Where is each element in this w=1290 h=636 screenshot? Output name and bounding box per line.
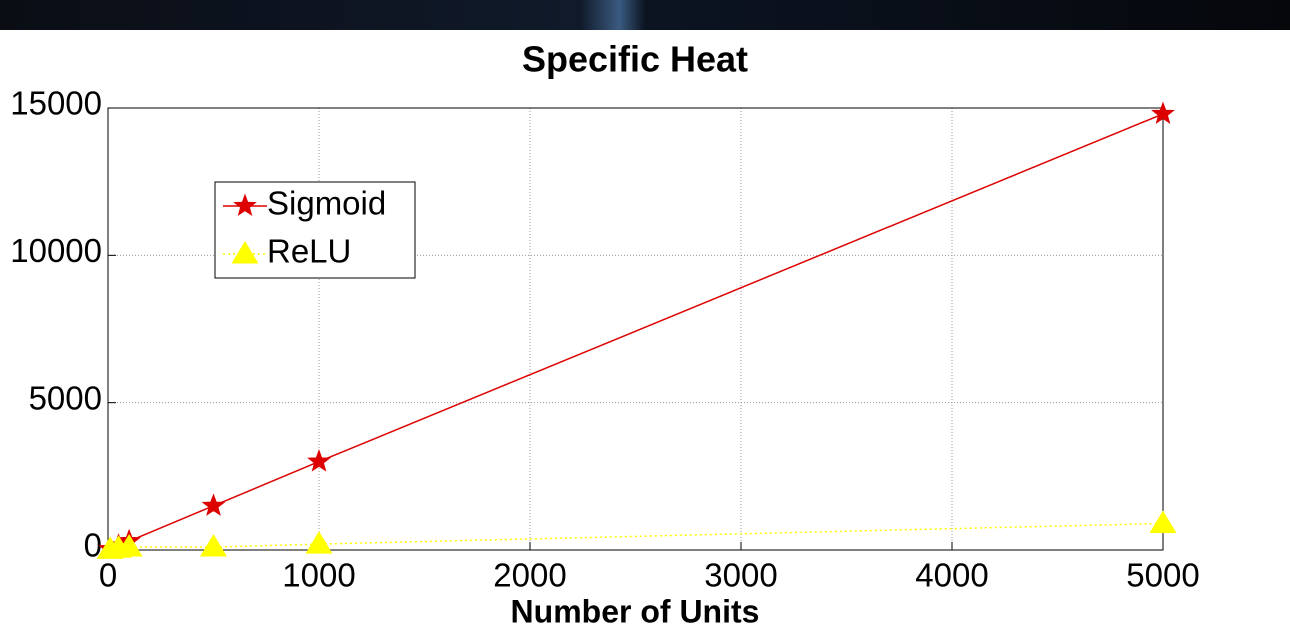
axes-box [107,107,1164,551]
x-tick-label: 4000 [915,557,988,594]
x-tick-label: 3000 [704,557,777,594]
x-tick-label: 5000 [1126,557,1199,594]
triangle-marker [115,534,143,557]
x-tick-label: 1000 [282,557,355,594]
triangle-marker [305,531,333,554]
legend-marker [233,193,257,217]
triangle-marker [200,534,227,557]
legend: Sigmoid ReLU [214,181,416,279]
y-tick-label: 10000 [10,232,102,269]
star-marker [1151,101,1175,124]
legend-label: ReLU [267,233,351,270]
x-axis-label: Number of Units [511,593,760,629]
y-tick-label: 15000 [10,85,102,122]
y-tick-label: 5000 [29,379,102,416]
star-marker [201,493,226,516]
legend-label: Sigmoid [267,185,386,222]
chart-title: Specific Heat [522,39,748,80]
triangle-marker [1149,510,1177,533]
series-line [110,522,1164,551]
x-tick-label: 2000 [493,557,566,594]
star-marker [307,449,331,472]
top-band [0,0,1290,30]
legend-marker [231,241,259,264]
y-tick-label: 0 [84,527,102,564]
x-tick-label: 0 [99,557,117,594]
